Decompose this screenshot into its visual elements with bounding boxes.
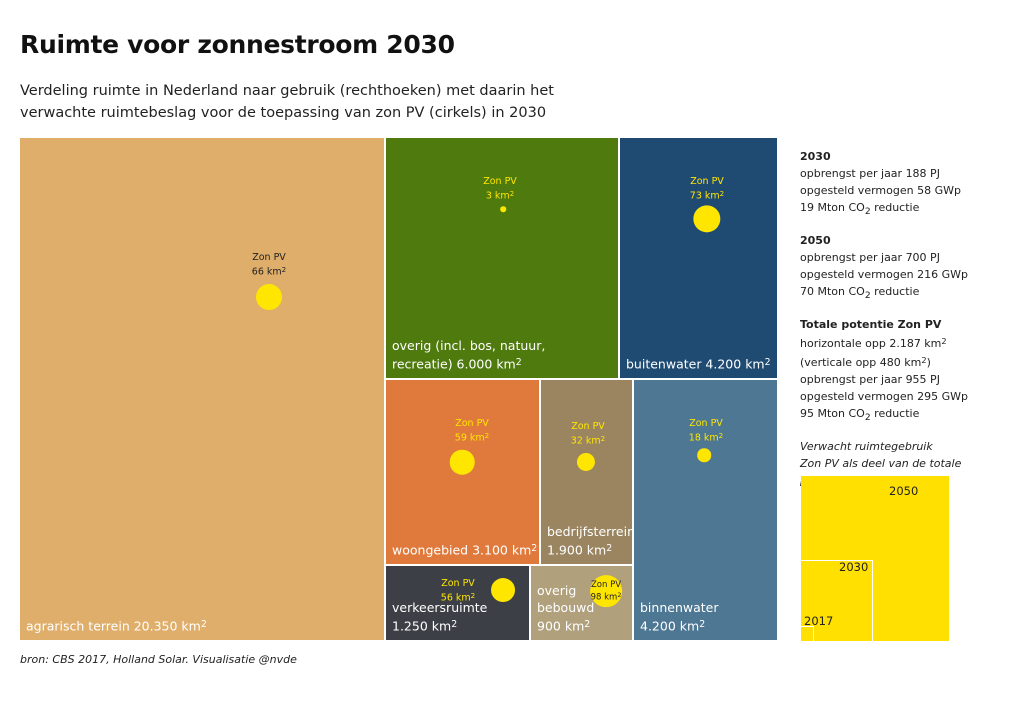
block-totaal-heading: Totale potentie Zon PV bbox=[800, 318, 942, 332]
pv-label-verkeersruimte: Zon PV 56 km2 bbox=[440, 578, 476, 604]
block-totaal-line-5: 95 Mton CO2 reductie bbox=[800, 407, 920, 424]
block-totaal-line-2: (verticale opp 480 km2) bbox=[800, 355, 931, 370]
block-2050-heading: 2050 bbox=[800, 234, 831, 248]
pv-label-binnenwater: Zon PV 18 km2 bbox=[688, 418, 724, 444]
square-2050-label: 2050 bbox=[889, 484, 919, 498]
tile-label-buitenwater: buitenwater 4.200 km2 bbox=[626, 356, 771, 371]
pv-circle-bedrijfsterrein bbox=[576, 452, 596, 472]
block-2030-line-3: 19 Mton CO2 reductie bbox=[800, 201, 920, 218]
tile-binnenwater: binnenwater 4.200 km2 bbox=[634, 380, 779, 642]
chart-title: Ruimte voor zonnestroom 2030 bbox=[20, 30, 455, 59]
block-2030-line-1: opbrengst per jaar 188 PJ bbox=[800, 167, 940, 180]
square-2030 bbox=[801, 560, 873, 641]
chart-subtitle: Verdeling ruimte in Nederland naar gebru… bbox=[20, 83, 554, 121]
tile-overig-bebouwd: overig bebouwd 900 km2 bbox=[531, 566, 634, 642]
tile-agrarisch: agrarisch terrein 20.350 km2 bbox=[20, 138, 386, 642]
square-2050 bbox=[801, 476, 949, 641]
tile-label-overig-bebouwd: overig bebouwd 900 km2 bbox=[537, 582, 595, 633]
tile-label-binnenwater: binnenwater 4.200 km2 bbox=[640, 599, 719, 633]
block-2030-line-2: opgesteld vermogen 58 GWp bbox=[800, 184, 961, 197]
tile-buitenwater: buitenwater 4.200 km2 bbox=[620, 138, 779, 380]
pv-circle-woongebied bbox=[449, 449, 475, 475]
tile-bedrijfsterrein: bedrijfsterrein 1.900 km2 bbox=[541, 380, 636, 566]
sidebar-legend: 2030 opbrengst per jaar 188 PJ opgesteld… bbox=[800, 148, 1015, 489]
pv-circle-agrarisch bbox=[256, 284, 282, 310]
tile-label-overig: overig (incl. bos, natuur, recreatie) 6.0… bbox=[392, 337, 546, 371]
block-2050-line-2: opgesteld vermogen 216 GWp bbox=[800, 268, 968, 282]
source-note: bron: CBS 2017, Holland Solar. Visualisa… bbox=[20, 653, 297, 666]
block-2030-heading: 2030 bbox=[800, 150, 831, 163]
pv-label-overig: Zon PV 3 km2 bbox=[483, 176, 517, 202]
growth-squares: 2050 2030 2017 bbox=[801, 476, 949, 641]
block-2030: 2030 opbrengst per jaar 188 PJ opgesteld… bbox=[800, 148, 1015, 220]
pv-circle-verkeersruimte bbox=[491, 578, 515, 602]
pv-label-woongebied: Zon PV 59 km2 bbox=[454, 418, 490, 444]
pv-circle-overig bbox=[500, 206, 506, 212]
pv-label-agrarisch: Zon PV 66 km2 bbox=[251, 252, 287, 278]
pv-label-overig-bebouwd: Zon PV 98 km2 bbox=[590, 579, 622, 603]
tile-label-bedrijfsterrein: bedrijfsterrein 1.900 km2 bbox=[547, 523, 636, 557]
block-2050-line-3: 70 Mton CO2 reductie bbox=[800, 285, 920, 302]
tile-label-woongebied: woongebied 3.100 km2 bbox=[392, 542, 538, 557]
square-2017-label: 2017 bbox=[804, 614, 834, 628]
tile-label-verkeersruimte: verkeersruimte 1.250 km2 bbox=[392, 599, 488, 633]
pv-label-buitenwater: Zon PV 73 km2 bbox=[689, 176, 725, 202]
pv-circle-buitenwater bbox=[693, 205, 721, 233]
square-2017 bbox=[801, 626, 814, 641]
block-totaal: Totale potentie Zon PV horizontale opp 2… bbox=[800, 316, 1015, 426]
pv-label-bedrijfsterrein: Zon PV 32 km2 bbox=[570, 421, 606, 447]
tile-label-agrarisch: agrarisch terrein 20.350 km2 bbox=[26, 618, 207, 633]
pv-circle-overig-bebouwd: Zon PV 98 km2 bbox=[590, 575, 622, 607]
block-2050-line-1: opbrengst per jaar 700 PJ bbox=[800, 251, 940, 265]
block-totaal-line-3: opbrengst per jaar 955 PJ bbox=[800, 373, 940, 387]
square-2030-label: 2030 bbox=[839, 560, 869, 574]
tile-overig: overig (incl. bos, natuur, recreatie) 6.0… bbox=[386, 138, 620, 380]
pv-circle-binnenwater bbox=[697, 448, 711, 462]
block-totaal-line-1: horizontale opp 2.187 km2 bbox=[800, 336, 947, 351]
block-totaal-line-4: opgesteld vermogen 295 GWp bbox=[800, 390, 968, 404]
block-2050: 2050 opbrengst per jaar 700 PJ opgesteld… bbox=[800, 232, 1015, 304]
